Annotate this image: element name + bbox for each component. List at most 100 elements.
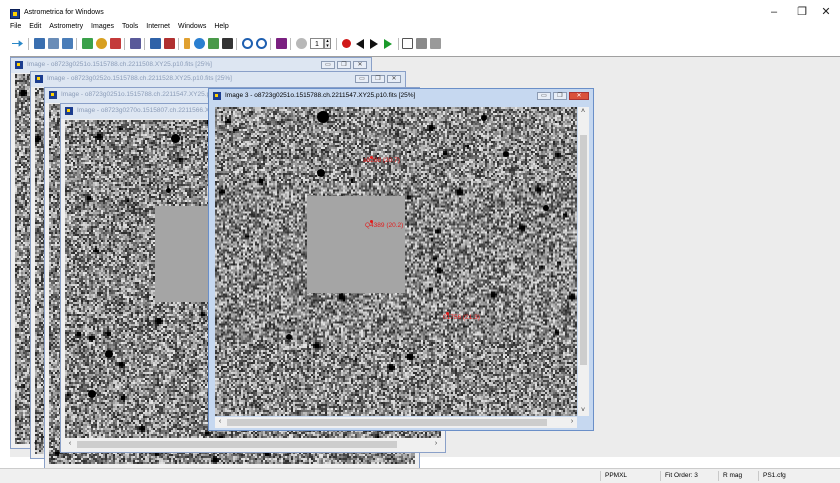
data-reduction-icon[interactable]: [130, 38, 141, 49]
status-fit-order: Fit Order: 3: [660, 471, 715, 481]
menu-tools[interactable]: Tools: [122, 23, 138, 30]
record-icon[interactable]: [342, 39, 351, 48]
menu-astrometry[interactable]: Astrometry: [49, 23, 83, 30]
star: [543, 205, 549, 211]
menu-edit[interactable]: Edit: [29, 23, 41, 30]
toolbar-separator: [124, 38, 125, 50]
menu-windows[interactable]: Windows: [178, 23, 206, 30]
scroll-down-icon[interactable]: ˅: [578, 406, 588, 416]
star: [317, 169, 325, 177]
toolbar-separator: [178, 38, 179, 50]
image-icon: [213, 92, 221, 100]
star: [481, 115, 487, 121]
grid-icon[interactable]: [222, 38, 233, 49]
menu-images[interactable]: Images: [91, 23, 114, 30]
scroll-thumb[interactable]: [580, 135, 587, 365]
scroll-left-icon[interactable]: ‹: [34, 438, 37, 447]
image-icon: [35, 75, 43, 83]
scroll-up-icon[interactable]: ˄: [578, 107, 588, 117]
minimize-icon[interactable]: ▭: [537, 92, 551, 100]
toolbar-separator: [290, 38, 291, 50]
window-title-bar[interactable]: Image 3 - o8723g0251o.1515788.ch.2211547…: [209, 89, 593, 105]
magnitude-icon[interactable]: [184, 38, 190, 49]
menu-bar: File Edit Astrometry Images Tools Intern…: [0, 23, 840, 33]
star: [88, 390, 96, 398]
toolbar-separator: [398, 38, 399, 50]
scroll-right-icon[interactable]: ›: [567, 417, 577, 427]
annotation-label[interactable]: a8288 (20.7): [363, 157, 400, 164]
zoom-out-icon[interactable]: [256, 38, 267, 49]
close-icon[interactable]: ✕: [812, 4, 840, 20]
vertical-scrollbar[interactable]: ˄ ˅: [578, 107, 589, 416]
image-window-active[interactable]: Image 3 - o8723g0251o.1515788.ch.2211547…: [208, 88, 594, 431]
restore-icon[interactable]: ❐: [371, 75, 385, 83]
magnitude-icon[interactable]: [296, 38, 307, 49]
image-icon: [15, 61, 23, 69]
frame-spinner[interactable]: ▴ ▾: [324, 38, 331, 49]
restore-icon[interactable]: ❐: [337, 61, 351, 69]
toolbar-separator: [270, 38, 271, 50]
close-icon[interactable]: ✕: [353, 61, 367, 69]
moving-object-icon[interactable]: [164, 38, 175, 49]
minimize-icon[interactable]: ▭: [355, 75, 369, 83]
zoom-in-icon[interactable]: [242, 38, 253, 49]
image-canvas[interactable]: a8288 (20.7) Q4389 (20.2) 01756 (21.3): [215, 107, 577, 416]
title-bar: Astrometrica for Windows – ❐ ✕: [0, 0, 840, 22]
restore-icon[interactable]: ❐: [553, 92, 567, 100]
close-icon[interactable]: ✕: [387, 75, 401, 83]
known-objects-icon[interactable]: [276, 38, 287, 49]
cascade-icon[interactable]: [416, 38, 427, 49]
mdi-workspace: Image - o8723g0251o.1515788.ch.2211508.X…: [10, 56, 840, 457]
image-icon: [49, 91, 57, 99]
blink-icon[interactable]: [208, 38, 219, 49]
previous-icon[interactable]: [356, 39, 364, 49]
star: [171, 134, 180, 143]
horizontal-scrollbar[interactable]: ‹ ›: [215, 417, 577, 428]
known-objects-icon[interactable]: [150, 38, 161, 49]
menu-internet[interactable]: Internet: [146, 23, 170, 30]
zoom-in-icon[interactable]: [194, 38, 205, 49]
play-icon[interactable]: [384, 39, 392, 49]
scroll-left-icon[interactable]: ‹: [215, 417, 225, 427]
scroll-thumb[interactable]: [77, 441, 397, 448]
minimize-icon[interactable]: –: [760, 4, 788, 20]
minimize-icon[interactable]: ▭: [321, 61, 335, 69]
flat-tile: [155, 206, 215, 302]
status-catalog: PPMXL: [600, 471, 655, 481]
scroll-left-icon[interactable]: ‹: [65, 439, 75, 449]
scroll-right-icon[interactable]: ›: [431, 439, 441, 449]
annotation-label[interactable]: 01756 (21.3): [443, 314, 480, 321]
scroll-left-icon[interactable]: ‹: [50, 438, 53, 447]
toolbar-separator: [28, 38, 29, 50]
toolbar-separator: [144, 38, 145, 50]
app-icon: [10, 9, 20, 19]
menu-file[interactable]: File: [10, 23, 21, 30]
load-images-icon[interactable]: [62, 38, 73, 49]
tile-icon[interactable]: [402, 38, 413, 49]
settings-icon[interactable]: [82, 38, 93, 49]
menu-help[interactable]: Help: [214, 23, 228, 30]
open-icon[interactable]: [12, 38, 23, 49]
horizontal-scrollbar[interactable]: ‹ ›: [65, 439, 441, 450]
blink-icon[interactable]: [110, 38, 121, 49]
star: [105, 350, 113, 358]
app-title: Astrometrica for Windows: [24, 9, 104, 16]
toolbar-separator: [236, 38, 237, 50]
grid-icon[interactable]: [430, 38, 441, 49]
annotation-label[interactable]: Q4389 (20.2): [365, 222, 403, 229]
star: [317, 111, 329, 123]
next-icon[interactable]: [370, 39, 378, 49]
status-mag-band: R mag: [718, 471, 757, 481]
save-icon[interactable]: [34, 38, 45, 49]
frame-counter-input[interactable]: 1: [310, 38, 324, 49]
window-title-bar[interactable]: Image - o8723g0252o.1515788.ch.2211528.X…: [31, 72, 405, 87]
close-icon[interactable]: ✕: [569, 92, 589, 100]
print-icon[interactable]: [48, 38, 59, 49]
star: [166, 188, 171, 193]
window-title: Image - o8723g0251o.1515788.ch.2211508.X…: [27, 61, 212, 68]
star: [503, 151, 509, 157]
star-icon[interactable]: [96, 38, 107, 49]
window-title: Image 3 - o8723g0251o.1515788.ch.2211547…: [225, 92, 415, 99]
scroll-thumb[interactable]: [227, 419, 547, 426]
image-icon: [65, 107, 73, 115]
